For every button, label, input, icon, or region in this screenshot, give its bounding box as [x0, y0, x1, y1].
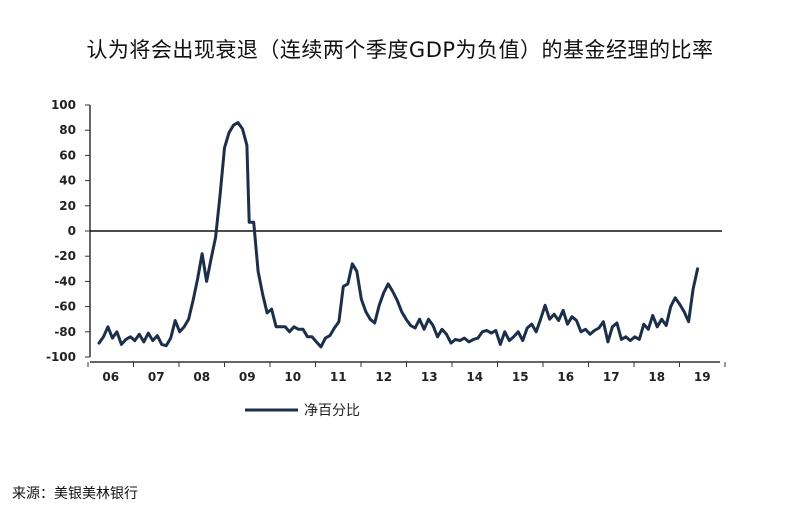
y-tick-label: 0 [68, 224, 76, 238]
x-tick-label: 16 [557, 370, 574, 384]
x-axis: 06 07 08 09 10 11 12 13 14 15 16 17 18 19 [87, 361, 726, 384]
y-tick-label: 100 [51, 98, 76, 112]
x-tick-label: 06 [102, 370, 119, 384]
y-tick-label: -40 [54, 274, 76, 288]
y-tick-label: -80 [54, 325, 76, 339]
x-tick-label: 15 [512, 370, 529, 384]
chart-title: 认为将会出现衰退（连续两个季度GDP为负值）的基金经理的比率 [86, 38, 714, 62]
y-tick-label: 60 [59, 148, 76, 162]
x-tick-label: 11 [330, 370, 347, 384]
series-group [97, 121, 700, 349]
x-tick-label: 19 [694, 370, 711, 384]
legend: 净百分比 [245, 403, 360, 419]
y-tick-label: -60 [54, 300, 76, 314]
x-tick-label: 10 [284, 370, 301, 384]
y-tick-label: -20 [54, 249, 76, 263]
series-line [97, 121, 700, 349]
x-tick-label: 09 [239, 370, 256, 384]
y-tick-label: -100 [46, 350, 76, 364]
x-tick-label: 08 [193, 370, 210, 384]
y-axis: 100 80 60 40 20 0 -20 -40 -60 -80 -100 [46, 98, 722, 364]
legend-label: 净百分比 [304, 403, 360, 419]
y-tick-label: 40 [59, 174, 76, 188]
y-tick-label: 80 [59, 123, 76, 137]
x-tick-label: 13 [421, 370, 438, 384]
x-tick-label: 07 [148, 370, 165, 384]
x-tick-label: 17 [603, 370, 620, 384]
x-tick-label: 12 [375, 370, 392, 384]
x-tick-label: 18 [648, 370, 665, 384]
source-note: 来源：美银美林银行 [12, 486, 138, 502]
x-tick-label: 14 [466, 370, 483, 384]
y-tick-label: 20 [59, 199, 76, 213]
